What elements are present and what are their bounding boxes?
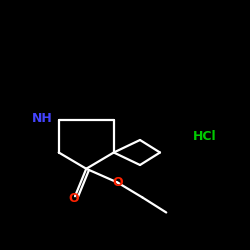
Text: HCl: HCl bbox=[193, 130, 217, 143]
Text: O: O bbox=[112, 176, 123, 190]
Text: O: O bbox=[68, 192, 79, 205]
Text: NH: NH bbox=[32, 112, 53, 125]
